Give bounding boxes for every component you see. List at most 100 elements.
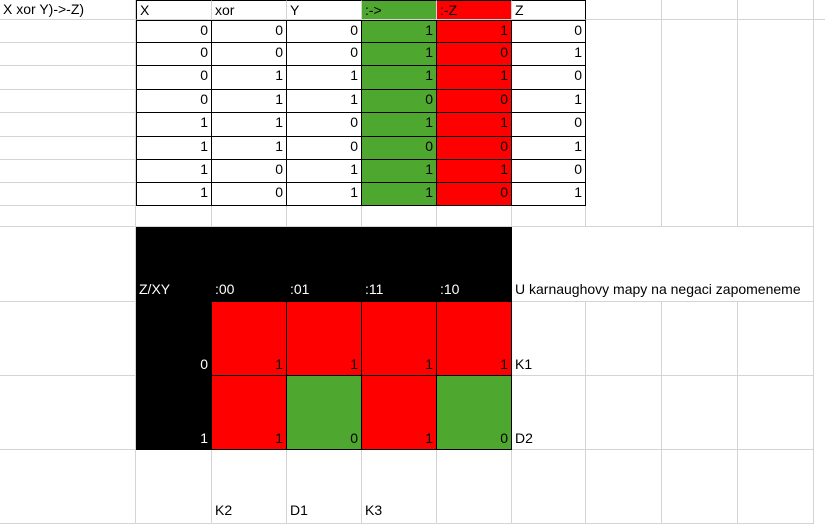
- kmap-corner[interactable]: Z/XY: [136, 227, 212, 302]
- table-cell[interactable]: 1: [212, 90, 287, 113]
- cell-empty[interactable]: [0, 302, 136, 376]
- table-cell[interactable]: 1: [362, 183, 437, 206]
- table-cell[interactable]: 1: [362, 160, 437, 183]
- cell-empty[interactable]: [437, 206, 512, 227]
- kmap-cell[interactable]: 0: [437, 376, 512, 450]
- cell-empty[interactable]: [586, 227, 662, 302]
- table-cell[interactable]: 1: [362, 43, 437, 66]
- table-cell[interactable]: 1: [437, 66, 512, 90]
- kmap-side-label[interactable]: K1: [512, 302, 586, 376]
- cell-empty[interactable]: [212, 206, 287, 227]
- table-cell[interactable]: 0: [437, 90, 512, 113]
- cell-empty[interactable]: [512, 206, 586, 227]
- cell-empty[interactable]: [0, 113, 136, 137]
- kmap-bottom-label[interactable]: D1: [287, 450, 362, 524]
- kmap-col-header[interactable]: :01: [287, 227, 362, 302]
- table-cell[interactable]: 0: [437, 137, 512, 160]
- cell-empty[interactable]: [0, 376, 136, 450]
- table-cell[interactable]: 1: [212, 66, 287, 90]
- kmap-col-header[interactable]: :00: [212, 227, 287, 302]
- cell-empty[interactable]: [0, 450, 136, 524]
- table-cell[interactable]: 0: [212, 183, 287, 206]
- kmap-bottom-label[interactable]: K2: [212, 450, 287, 524]
- table-cell[interactable]: 1: [136, 113, 212, 137]
- table-cell[interactable]: 0: [287, 43, 362, 66]
- table-cell[interactable]: 1: [362, 20, 437, 43]
- table-cell[interactable]: 0: [212, 160, 287, 183]
- kmap-cell[interactable]: 1: [212, 376, 287, 450]
- table-cell[interactable]: 1: [512, 137, 586, 160]
- cell-empty[interactable]: [738, 227, 814, 302]
- kmap-note[interactable]: U karnaughovy mapy na negaci zapomeneme: [512, 227, 801, 302]
- cell-empty[interactable]: [662, 450, 738, 524]
- cell-empty[interactable]: [0, 206, 136, 227]
- kmap-cell[interactable]: 1: [362, 302, 437, 376]
- kmap-cell[interactable]: 1: [362, 376, 437, 450]
- table-cell[interactable]: 1: [512, 183, 586, 206]
- table-cell[interactable]: 1: [362, 66, 437, 90]
- cell-empty[interactable]: [0, 66, 136, 90]
- cell-empty[interactable]: [586, 450, 662, 524]
- table-cell[interactable]: 1: [362, 113, 437, 137]
- table-cell[interactable]: 1: [437, 113, 512, 137]
- cell-empty[interactable]: [586, 0, 662, 20]
- cell-empty[interactable]: [0, 227, 136, 302]
- table-cell[interactable]: 1: [136, 183, 212, 206]
- cell-empty[interactable]: [662, 376, 738, 450]
- cell-empty[interactable]: [586, 302, 662, 376]
- kmap-cell[interactable]: 0: [287, 376, 362, 450]
- kmap-row-header[interactable]: 1: [136, 376, 212, 450]
- header-xor[interactable]: xor: [212, 0, 287, 20]
- kmap-bottom-label[interactable]: K3: [362, 450, 437, 524]
- header-implication[interactable]: :->: [362, 0, 437, 20]
- table-cell[interactable]: 1: [512, 90, 586, 113]
- cell-empty[interactable]: [0, 90, 136, 113]
- cell-empty[interactable]: [662, 20, 738, 227]
- cell-empty[interactable]: [0, 43, 136, 66]
- cell-a1[interactable]: X xor Y)->-Z): [0, 0, 136, 20]
- cell-empty[interactable]: [0, 160, 136, 183]
- table-cell[interactable]: 1: [136, 160, 212, 183]
- cell-empty[interactable]: [662, 0, 738, 20]
- kmap-cell[interactable]: 1: [212, 302, 287, 376]
- table-cell[interactable]: 1: [287, 160, 362, 183]
- kmap-row-header[interactable]: 0: [136, 302, 212, 376]
- cell-empty[interactable]: [512, 450, 586, 524]
- table-cell[interactable]: 0: [136, 90, 212, 113]
- cell-empty[interactable]: [362, 206, 437, 227]
- cell-empty[interactable]: [586, 20, 662, 227]
- table-cell[interactable]: 0: [287, 113, 362, 137]
- table-cell[interactable]: 0: [512, 66, 586, 90]
- table-cell[interactable]: 0: [512, 113, 586, 137]
- table-cell[interactable]: 0: [362, 90, 437, 113]
- table-cell[interactable]: 0: [212, 43, 287, 66]
- kmap-cell[interactable]: 1: [287, 302, 362, 376]
- table-cell[interactable]: 1: [136, 137, 212, 160]
- table-cell[interactable]: 1: [287, 90, 362, 113]
- kmap-col-header[interactable]: :11: [362, 227, 437, 302]
- table-cell[interactable]: 0: [437, 43, 512, 66]
- table-cell[interactable]: 1: [437, 20, 512, 43]
- cell-empty[interactable]: [136, 450, 212, 524]
- cell-empty[interactable]: [586, 376, 662, 450]
- cell-empty[interactable]: [287, 206, 362, 227]
- table-cell[interactable]: 1: [212, 113, 287, 137]
- table-cell[interactable]: 0: [512, 20, 586, 43]
- table-cell[interactable]: 1: [512, 43, 586, 66]
- table-cell[interactable]: 1: [212, 137, 287, 160]
- cell-empty[interactable]: [738, 20, 814, 227]
- table-cell[interactable]: 0: [512, 160, 586, 183]
- table-cell[interactable]: 1: [287, 66, 362, 90]
- table-cell[interactable]: 0: [136, 66, 212, 90]
- cell-empty[interactable]: [662, 227, 738, 302]
- kmap-cell[interactable]: 1: [437, 302, 512, 376]
- table-cell[interactable]: 1: [437, 160, 512, 183]
- table-cell[interactable]: 0: [136, 43, 212, 66]
- table-cell[interactable]: 0: [212, 20, 287, 43]
- header-not-z[interactable]: :-Z: [437, 0, 512, 20]
- cell-empty[interactable]: [0, 20, 136, 43]
- table-cell[interactable]: 0: [136, 20, 212, 43]
- cell-empty[interactable]: [662, 302, 738, 376]
- cell-empty[interactable]: [0, 183, 136, 206]
- cell-empty[interactable]: [437, 450, 512, 524]
